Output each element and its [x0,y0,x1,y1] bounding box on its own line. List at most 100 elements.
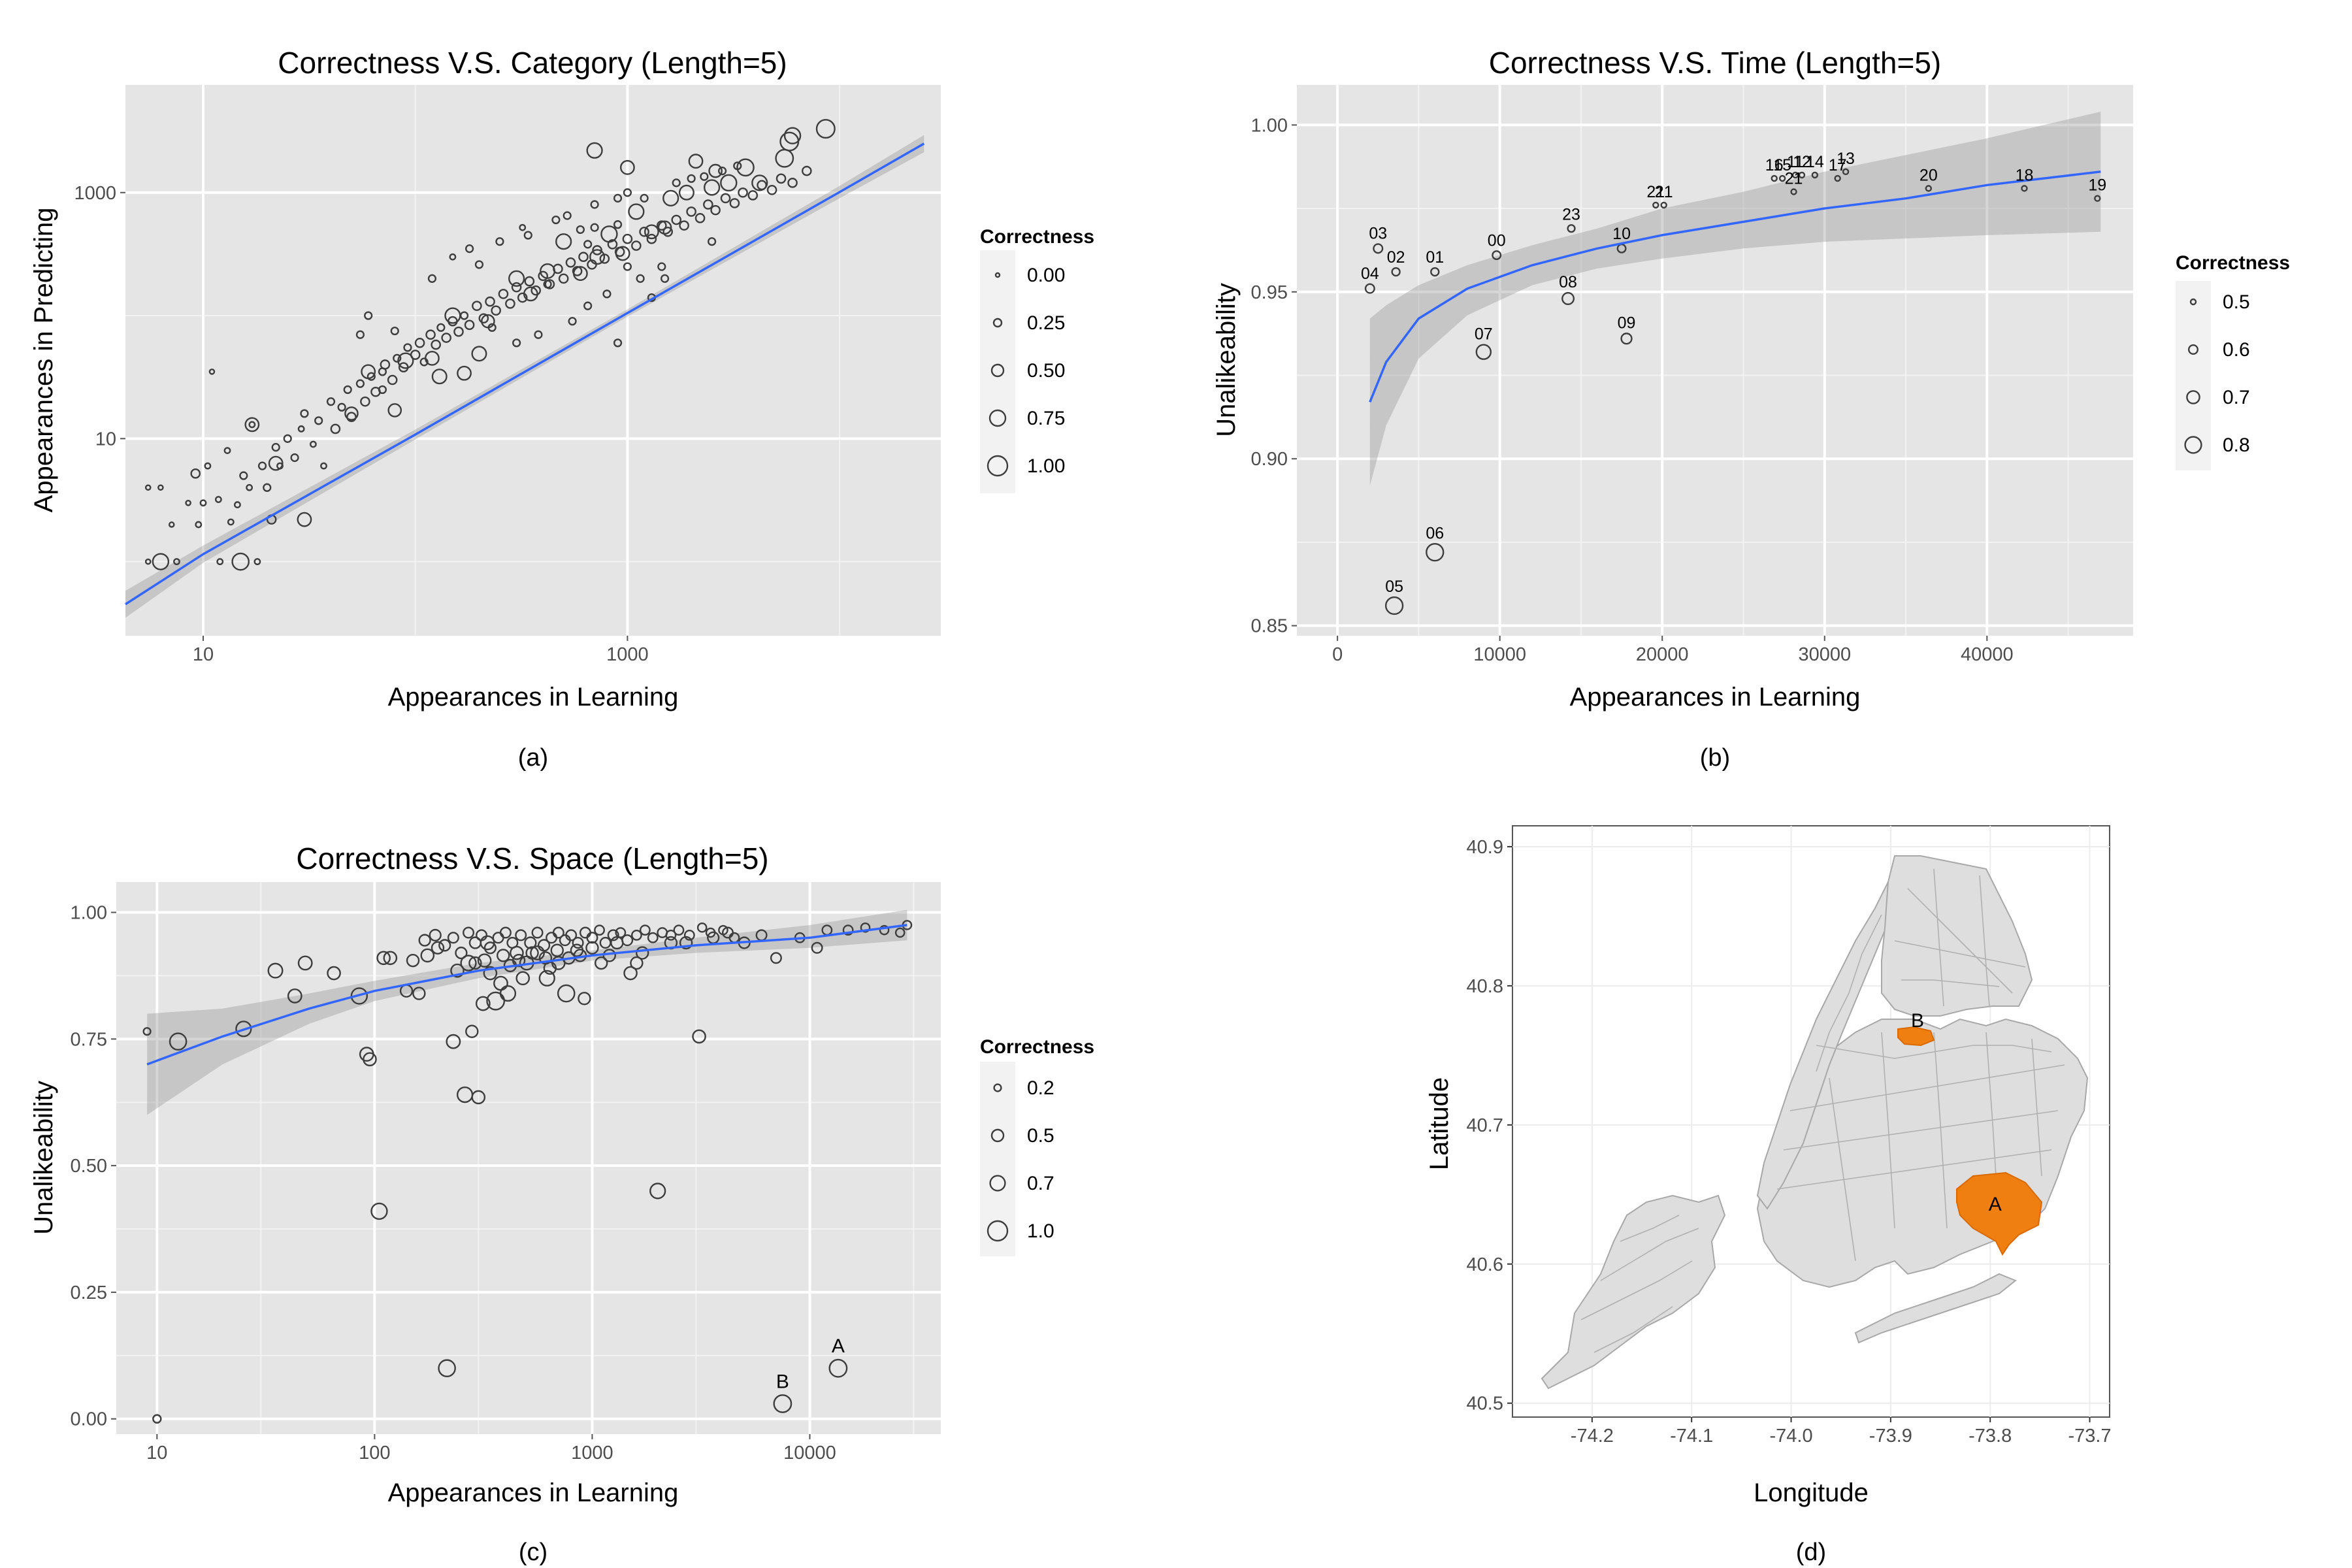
data-point [453,326,464,337]
chart-b-title: Correctness V.S. Time (Length=5) [1489,46,1941,80]
data-point [600,225,618,243]
data-point [1391,267,1401,277]
data-point [227,518,235,526]
data-point [450,963,465,978]
data-point [427,274,437,283]
data-point [446,1034,461,1049]
data-point [1834,174,1841,182]
data-point [572,266,588,281]
data-point [157,484,164,491]
chart-a-confidence-band [125,135,924,618]
data-point [679,220,689,231]
y-tick-label: 0.95 [1251,282,1288,303]
chart-c-panel [116,882,941,1434]
x-tick-label: 20000 [1636,644,1689,665]
data-point [623,188,632,197]
staten-island-boundaries [1580,1215,1699,1353]
data-point [558,273,569,284]
chart-c-title: Correctness V.S. Space (Length=5) [296,841,768,875]
legend-label: 0.6 [2223,339,2250,361]
y-tick-label: 1000 [74,183,116,204]
x-tick-label: -73.8 [1968,1426,2012,1446]
data-point [572,937,584,949]
chart-c-caption: (c) [519,1539,547,1566]
data-point [694,213,706,223]
data-point [1771,174,1778,182]
data-point [412,987,426,1000]
data-point [474,260,484,269]
chart-a-fit-line [125,142,925,606]
chart-b-x-ticks: 0 10000 20000 30000 40000 [1332,636,2014,665]
data-point [671,214,682,225]
legend-label: 0.5 [1027,1125,1054,1147]
data-point [828,1358,848,1378]
chart-b-legend-keys [2176,281,2211,470]
data-point [662,226,673,237]
data-point [223,447,231,454]
y-tick-label: 40.6 [1467,1254,1503,1275]
data-point [1426,543,1445,562]
legend-label: 0.00 [1027,265,1065,286]
region-a-label: A [1989,1194,2002,1215]
chart-a-caption: (a) [518,744,548,772]
region-b-label: B [1911,1010,1924,1032]
data-point [506,937,519,949]
data-point [636,274,645,283]
data-point [441,333,451,343]
data-point [418,934,431,947]
data-point [673,924,685,936]
legend-label: 0.7 [2223,387,2250,408]
chart-b-legend-items: 0.5 0.6 0.7 0.8 [2184,291,2250,456]
chart-a-title: Correctness V.S. Category (Length=5) [278,46,787,80]
data-point [583,240,593,249]
chart-c-x-ticks: 10 100 1000 10000 [146,1434,836,1463]
data-point [531,926,544,939]
chart-a-legend-keys [980,250,1015,493]
data-point [700,172,709,181]
chart-a-x-ticks: 10 1000 [193,636,649,665]
chart-c: Correctness V.S. Space (Length=5) AB 10 1… [29,841,1094,1566]
data-point [309,440,317,448]
data-point [355,330,365,339]
data-point [142,1027,152,1036]
legend-key [994,272,1001,278]
data-point [665,929,677,941]
data-point [524,276,535,287]
data-point [773,1394,792,1413]
chart-b-y-ticks: 0.85 0.90 0.95 1.00 [1251,115,1297,637]
data-point [656,220,667,231]
data-point [481,314,495,329]
data-point [543,280,552,289]
chart-c-y-axis-label: Unalikeability [29,1081,58,1235]
data-point [231,552,250,571]
data-point [599,937,612,949]
chart-a-legend-items: 0.00 0.25 0.50 0.75 1.00 [987,265,1065,477]
data-point [1811,171,1819,179]
data-point [622,233,633,244]
data-point [687,174,696,183]
data-point [1798,171,1806,179]
y-tick-label: 0.85 [1251,616,1288,637]
data-point [801,165,812,176]
data-point [498,289,509,299]
data-point [195,521,203,529]
data-point [639,924,651,936]
data-point [568,317,577,326]
data-point [383,951,398,966]
data-point [615,246,630,261]
data-point [214,496,222,503]
data-point [199,499,207,507]
chart-a-grid [125,85,941,636]
data-point [692,1029,706,1044]
data-point [1842,168,1850,176]
data-point [190,468,201,479]
data-point [246,483,253,491]
data-point [475,996,491,1011]
data-point [300,409,309,418]
data-point [589,249,606,265]
legend-label: 0.5 [2223,291,2250,313]
chart-d-map: A B -74.2 -74.1 -74.0 -73.9 -73.8 -73.7 40.54… [1425,825,2112,1566]
data-point [478,313,489,324]
data-point [364,311,373,320]
chart-a-legend-title: Correctness [980,226,1094,248]
